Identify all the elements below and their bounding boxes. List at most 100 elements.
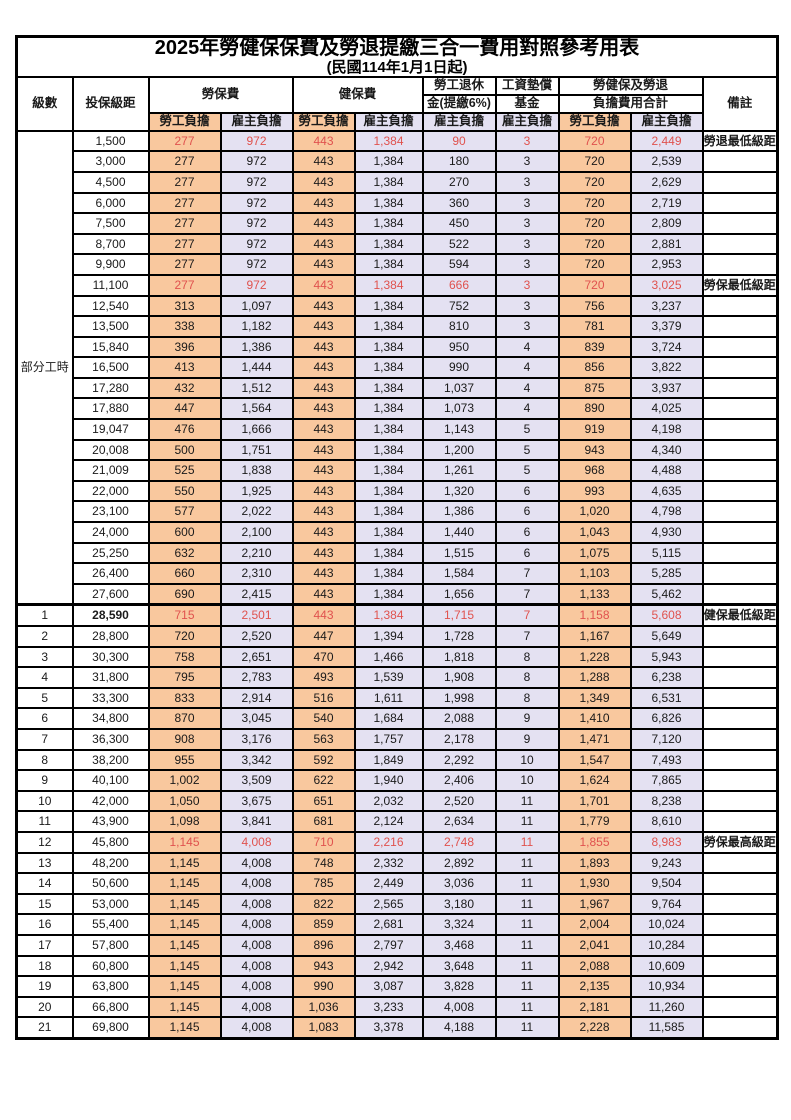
labor-employer-cell: 4,008 (219, 851, 294, 875)
header-level: 級數 (15, 75, 74, 132)
level-cell: 19 (15, 975, 74, 998)
health-employee-cell: 443 (291, 273, 356, 297)
labor-employee-cell: 1,002 (147, 769, 222, 792)
remark-cell (701, 625, 779, 648)
bracket-cell: 45,800 (71, 830, 150, 854)
health-employee-cell: 443 (291, 294, 356, 318)
labor-employer-cell: 2,520 (219, 625, 294, 648)
health-employee-cell: 443 (291, 253, 356, 276)
total-employee-cell: 968 (557, 459, 632, 482)
total-employee-cell: 720 (557, 232, 632, 256)
health-employer-cell: 1,539 (353, 666, 424, 689)
wage-fund-employer-cell: 11 (494, 1016, 560, 1040)
pension-employer-cell: 1,715 (421, 603, 497, 628)
bracket-cell: 55,400 (71, 913, 150, 936)
pension-employer-cell: 990 (421, 356, 497, 379)
remark-cell (701, 376, 779, 400)
header-wage-fund-line2: 基金 (494, 93, 560, 114)
total-employee-cell: 839 (557, 335, 632, 359)
labor-employer-cell: 3,045 (219, 707, 294, 730)
bracket-cell: 28,800 (71, 625, 150, 648)
wage-fund-employer-cell: 7 (494, 625, 560, 648)
table-row: 14 50,600 1,145 4,008 785 2,449 3,036 11… (15, 872, 779, 895)
wage-fund-employer-cell: 3 (494, 129, 560, 153)
table-row: 9,900 277 972 443 1,384 594 3 720 2,953 (17, 253, 779, 276)
total-employee-cell: 1,967 (557, 892, 632, 916)
labor-employer-cell: 4,008 (219, 1016, 294, 1040)
labor-employer-cell: 4,008 (219, 975, 294, 998)
total-employee-cell: 2,228 (557, 1016, 632, 1040)
total-employer-cell: 10,934 (629, 975, 704, 998)
health-employer-cell: 2,942 (353, 954, 424, 978)
remark-cell (701, 232, 779, 256)
labor-employee-cell: 1,145 (147, 933, 222, 957)
pension-employer-cell: 2,520 (421, 789, 497, 813)
wage-fund-employer-cell: 8 (494, 645, 560, 669)
total-employer-cell: 3,822 (629, 356, 704, 379)
wage-fund-employer-cell: 5 (494, 418, 560, 441)
labor-employer-cell: 3,176 (219, 727, 294, 751)
health-employer-cell: 2,032 (353, 789, 424, 813)
health-employee-cell: 592 (291, 748, 356, 772)
wage-fund-employer-cell: 5 (494, 459, 560, 482)
table-row: 23,100 577 2,022 443 1,384 1,386 6 1,020… (17, 500, 779, 524)
health-employer-cell: 2,565 (353, 892, 424, 916)
bracket-cell: 19,047 (71, 418, 150, 441)
bracket-cell: 20,008 (71, 438, 150, 462)
wage-fund-employer-cell: 3 (494, 212, 560, 235)
total-employee-cell: 2,135 (557, 975, 632, 998)
labor-employer-cell: 3,342 (219, 748, 294, 772)
table-row: 6,000 277 972 443 1,384 360 3 720 2,719 (17, 191, 779, 215)
total-employer-cell: 2,953 (629, 253, 704, 276)
table-row: 4 31,800 795 2,783 493 1,539 1,908 8 1,2… (15, 666, 779, 689)
pension-employer-cell: 2,748 (421, 830, 497, 854)
labor-employer-cell: 3,841 (219, 810, 294, 833)
total-employee-cell: 875 (557, 376, 632, 400)
pension-employer-cell: 1,073 (421, 397, 497, 421)
header-labor-insurance: 勞保費 (147, 75, 294, 114)
labor-employee-cell: 795 (147, 666, 222, 689)
header-health-insurance: 健保費 (291, 75, 424, 114)
health-employer-cell: 1,384 (353, 335, 424, 359)
wage-fund-employer-cell: 10 (494, 748, 560, 772)
health-employee-cell: 516 (291, 686, 356, 710)
part-time-group-cell: 部分工時 (15, 129, 74, 606)
table-row: 26,400 660 2,310 443 1,384 1,584 7 1,103… (17, 562, 779, 585)
table-row: 17 57,800 1,145 4,008 896 2,797 3,468 11… (15, 933, 779, 957)
bracket-cell: 25,250 (71, 541, 150, 565)
health-employer-cell: 1,384 (353, 253, 424, 276)
remark-cell: 勞保最高級距 (701, 830, 779, 854)
pension-employer-cell: 594 (421, 253, 497, 276)
health-employee-cell: 443 (291, 315, 356, 338)
labor-employee-cell: 277 (147, 273, 222, 297)
health-employee-cell: 443 (291, 129, 356, 153)
labor-employee-cell: 577 (147, 500, 222, 524)
health-employer-cell: 1,384 (353, 438, 424, 462)
table-row: 24,000 600 2,100 443 1,384 1,440 6 1,043… (17, 521, 779, 544)
labor-employee-cell: 277 (147, 232, 222, 256)
wage-fund-employer-cell: 3 (494, 315, 560, 338)
header-health-employee: 勞工負擔 (291, 111, 356, 132)
bracket-cell: 33,300 (71, 686, 150, 710)
health-employee-cell: 443 (291, 500, 356, 524)
table-row: 10 42,000 1,050 3,675 651 2,032 2,520 11… (15, 789, 779, 813)
health-employer-cell: 1,384 (353, 356, 424, 379)
header-total-employer: 雇主負擔 (629, 111, 704, 132)
bracket-cell: 50,600 (71, 872, 150, 895)
total-employee-cell: 993 (557, 479, 632, 503)
health-employee-cell: 859 (291, 913, 356, 936)
wage-fund-employer-cell: 7 (494, 562, 560, 585)
labor-employee-cell: 277 (147, 253, 222, 276)
pension-employer-cell: 2,892 (421, 851, 497, 875)
bracket-cell: 22,000 (71, 479, 150, 503)
health-employee-cell: 1,083 (291, 1016, 356, 1040)
bracket-cell: 11,100 (71, 273, 150, 297)
wage-fund-employer-cell: 6 (494, 479, 560, 503)
labor-employer-cell: 1,386 (219, 335, 294, 359)
pension-employer-cell: 2,088 (421, 707, 497, 730)
level-cell: 10 (15, 789, 74, 813)
total-employer-cell: 8,238 (629, 789, 704, 813)
bracket-cell: 6,000 (71, 191, 150, 215)
labor-employee-cell: 277 (147, 129, 222, 153)
labor-employer-cell: 4,008 (219, 892, 294, 916)
